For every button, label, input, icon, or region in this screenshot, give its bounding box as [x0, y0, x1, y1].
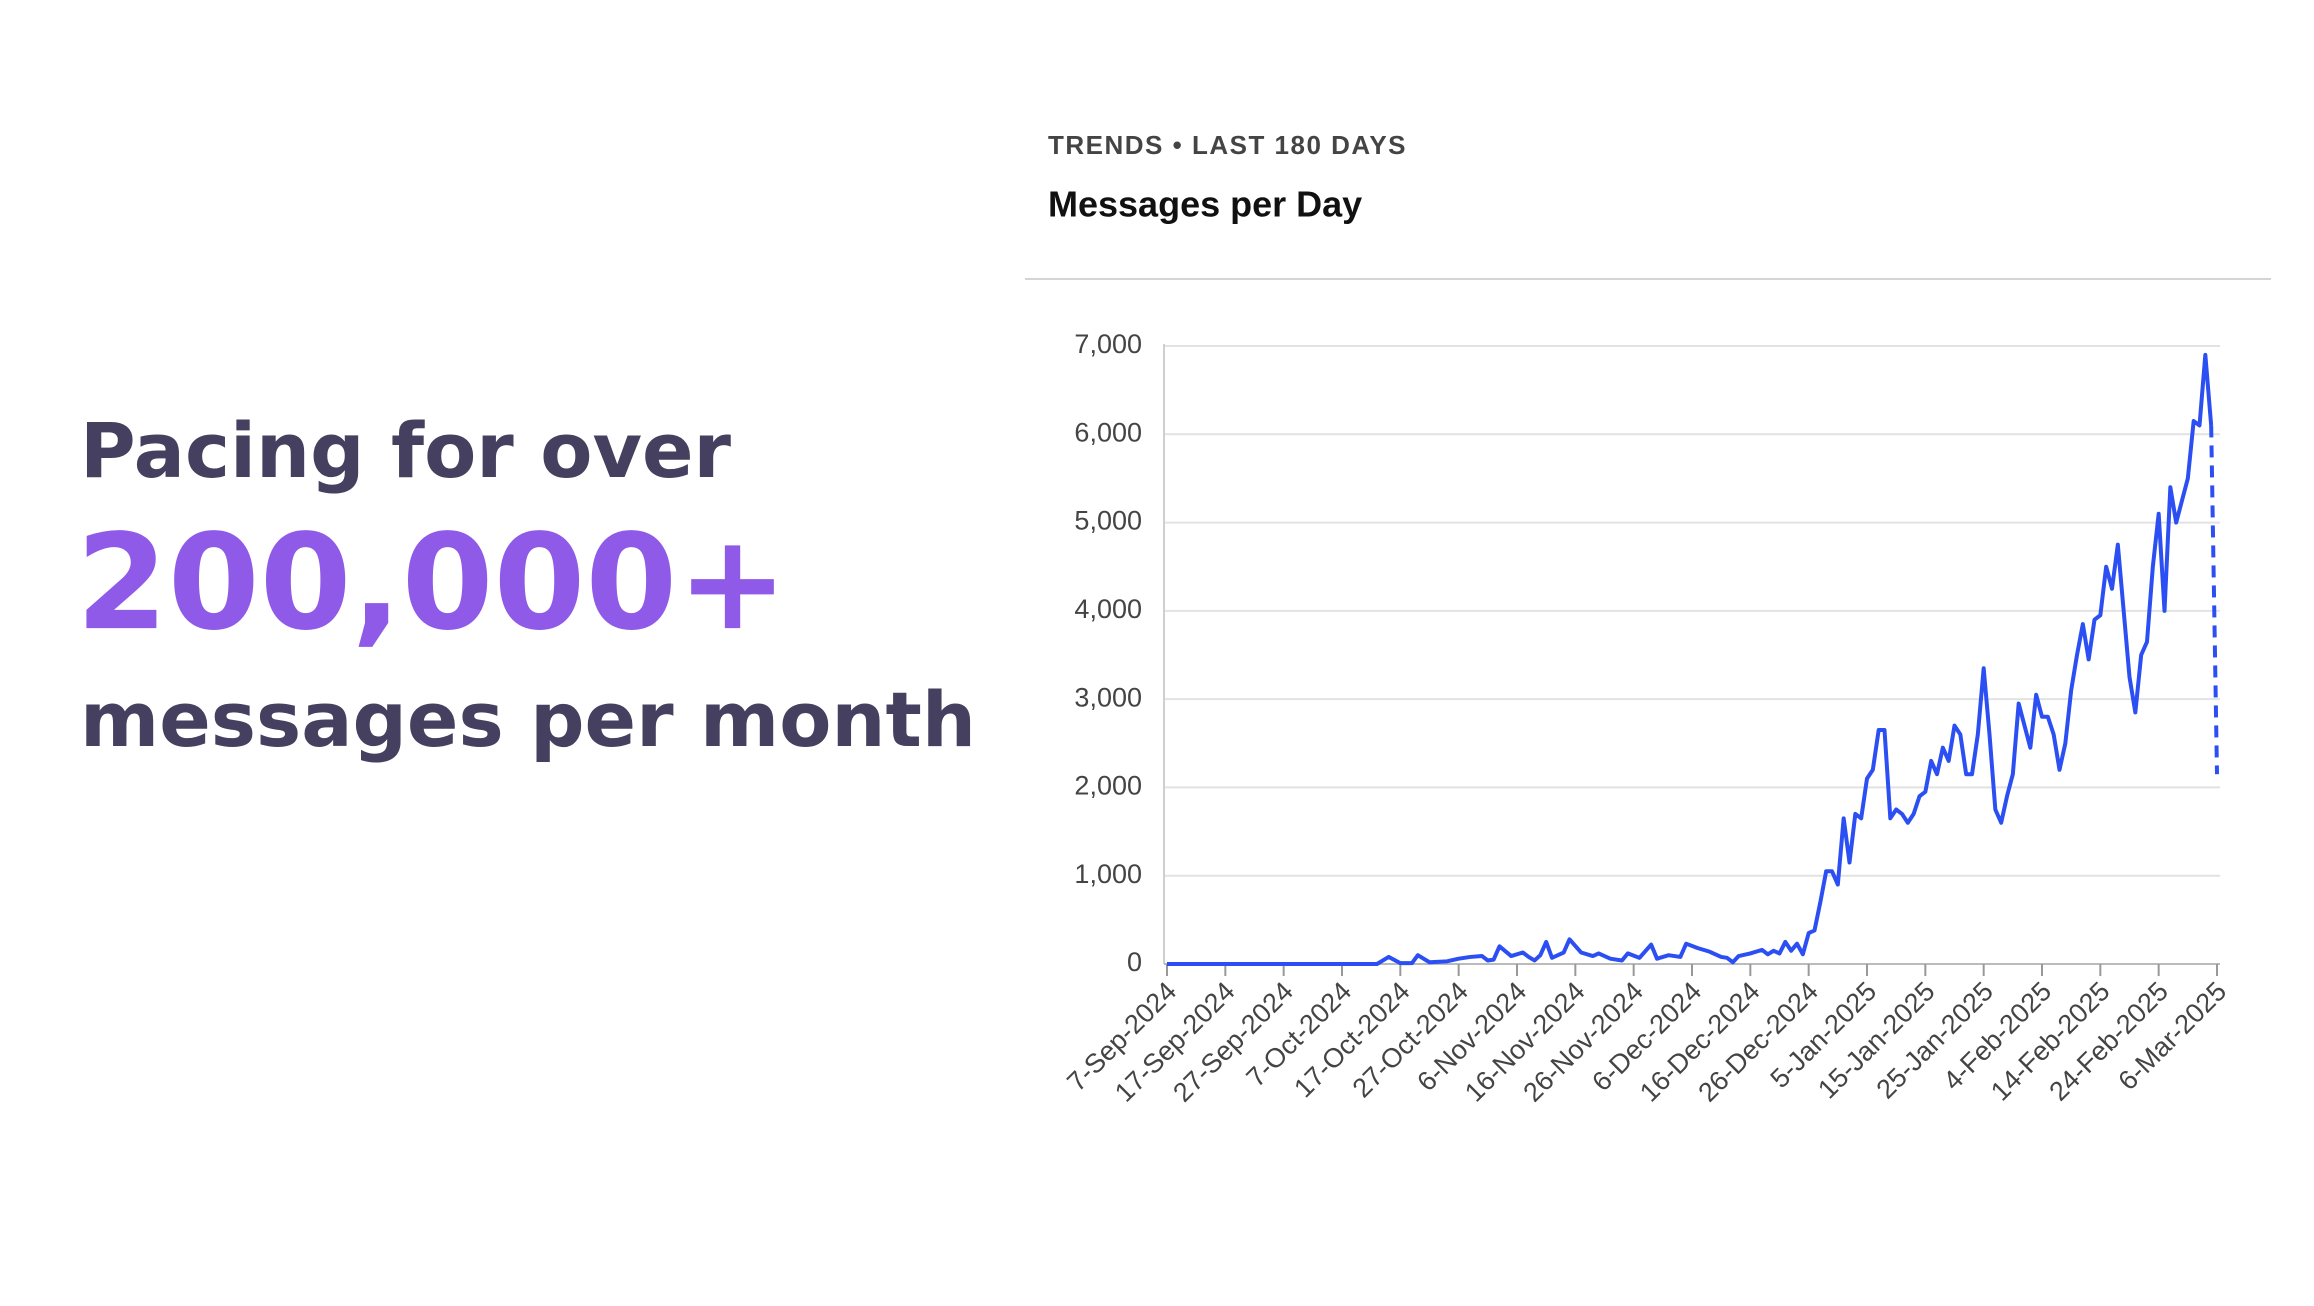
y-tick-label: 3,000 [1074, 682, 1142, 712]
eyebrow: TRENDS • LAST 180 DAYS [1048, 130, 1407, 160]
y-tick-label: 5,000 [1074, 506, 1142, 536]
y-tick-label: 6,000 [1074, 417, 1142, 447]
chart-title: Messages per Day [1048, 184, 1362, 225]
line [1167, 352, 2214, 966]
y-tick-label: 0 [1127, 947, 1142, 977]
y-tick-label: 4,000 [1074, 594, 1142, 624]
highlight: 200,000+ [76, 506, 788, 660]
y-tick-label: 7,000 [1074, 329, 1142, 359]
line-projection [2209, 425, 2219, 775]
subline: messages per month [80, 675, 976, 764]
y-tick-label: 2,000 [1074, 771, 1142, 801]
headline: Pacing for over [80, 406, 732, 495]
y-tick-label: 1,000 [1074, 859, 1142, 889]
